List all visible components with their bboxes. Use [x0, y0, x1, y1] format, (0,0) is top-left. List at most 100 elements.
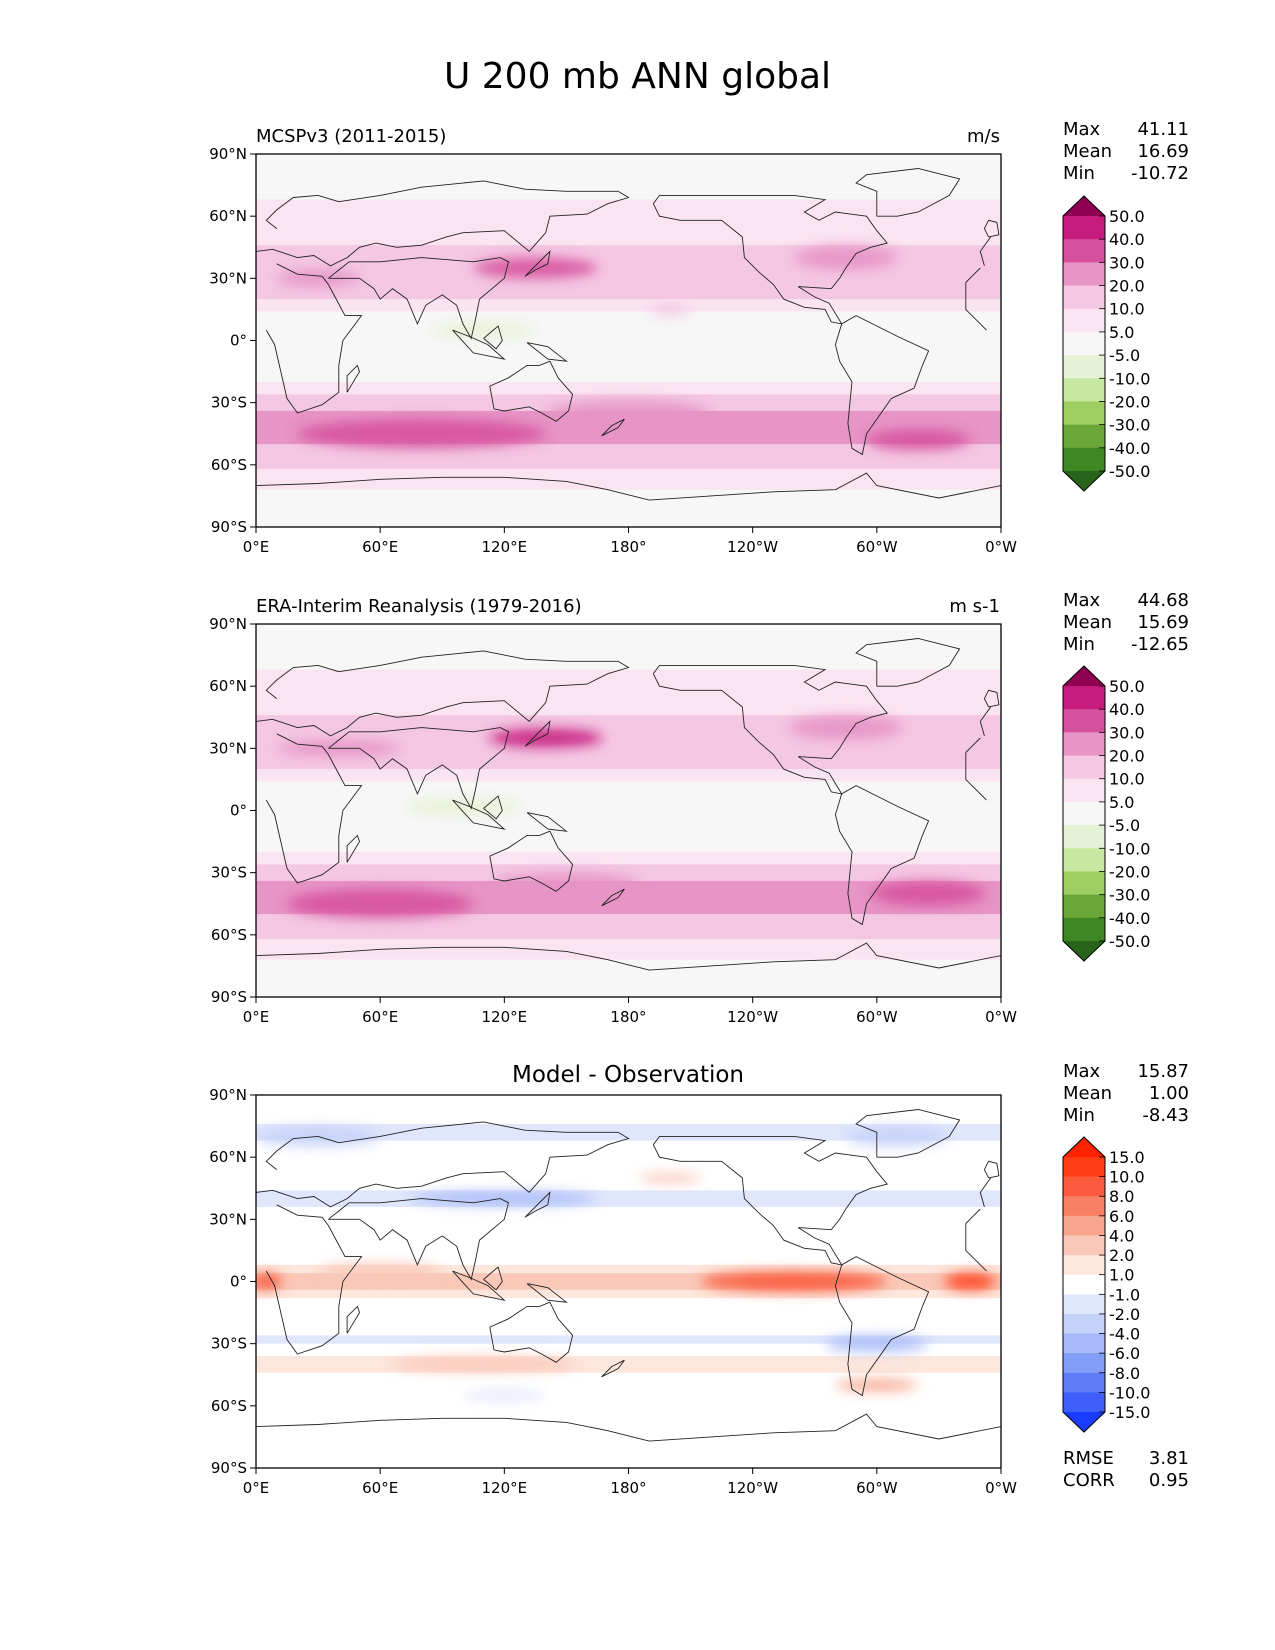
y-tick-label: 90°S	[211, 518, 247, 536]
field-band	[256, 909, 1001, 915]
field-band	[256, 1211, 1001, 1216]
colorbar-tick-label: 5.0	[1109, 793, 1134, 812]
jet-feature	[545, 400, 712, 426]
colorbar-segment	[1063, 755, 1105, 780]
field-band	[256, 340, 1001, 346]
field-band	[256, 1298, 1001, 1303]
colorbar-segment	[1063, 1392, 1105, 1413]
field-band	[256, 1331, 1001, 1336]
field-band	[256, 827, 1001, 832]
panel-title-reference: ERA-Interim Reanalysis (1979-2016)	[256, 596, 582, 617]
coastline	[834, 1256, 930, 1397]
field-band	[256, 1219, 1001, 1224]
jet-feature	[256, 1273, 282, 1290]
colorbar-segment	[1063, 709, 1105, 733]
coastline	[601, 1359, 625, 1378]
field-band	[256, 1099, 1001, 1104]
colorbar-tick-label: -50.0	[1109, 462, 1150, 481]
coastline	[855, 1109, 961, 1158]
coastline	[601, 888, 625, 907]
field-band	[256, 955, 1001, 961]
field-band	[256, 1198, 1001, 1204]
x-tick-label: 0°W	[985, 1008, 1017, 1026]
metrics-difference: RMSE 3.81 CORR 0.95	[1063, 1448, 1189, 1491]
field-band	[256, 336, 1001, 341]
field-band	[256, 224, 1001, 230]
colorbar-segment	[1063, 1215, 1105, 1236]
colorbar-tick-label: 2.0	[1109, 1246, 1134, 1265]
stat-mean-label: Mean	[1063, 1083, 1112, 1104]
stats-reference: Max 44.68 Mean 15.69 Min -12.65	[1063, 590, 1189, 655]
jet-feature	[488, 728, 603, 748]
field-band	[256, 1128, 1001, 1133]
colorbar-segment	[1063, 1372, 1105, 1393]
x-tick-label: 0°W	[985, 538, 1017, 556]
colorbar-segment	[1063, 1157, 1105, 1178]
field-band	[256, 1177, 1001, 1183]
field-band	[256, 723, 1001, 729]
field-band	[256, 901, 1001, 907]
field-band	[256, 918, 1001, 923]
y-tick-label: 0°	[230, 332, 247, 350]
field-band	[256, 502, 1001, 507]
field-band	[256, 1281, 1001, 1287]
field-band	[256, 963, 1001, 969]
field-band	[256, 1351, 1001, 1357]
x-tick-label: 60°E	[362, 1008, 398, 1026]
field-band	[256, 352, 1001, 358]
panel-reference: ERA-Interim Reanalysis (1979-2016) m s-1…	[209, 590, 1189, 1026]
field-band	[256, 245, 1001, 250]
field-band	[256, 814, 1001, 820]
colorbar-segment	[1063, 1333, 1105, 1354]
field-band	[256, 1422, 1001, 1428]
field-band	[256, 694, 1001, 700]
field-band	[256, 1426, 1001, 1432]
x-tick-label: 60°E	[362, 538, 398, 556]
colorbar-test: 50.0 40.0 30.0 20.0 10.0 5.0 -5.0 -10.0 -20.0 -30…	[1062, 195, 1150, 492]
field-band	[256, 934, 1001, 940]
field-band	[256, 435, 1001, 441]
field-band	[256, 793, 1001, 799]
field-band	[256, 893, 1001, 899]
coastline	[452, 1270, 506, 1301]
field-band	[256, 1434, 1001, 1440]
coastline	[983, 219, 1000, 238]
field-band	[256, 191, 1001, 196]
x-tick-label: 180°	[610, 1008, 646, 1026]
coastline	[483, 325, 503, 350]
panel-units-test: m/s	[967, 126, 1000, 147]
colorbar-tick-label: 10.0	[1109, 1168, 1145, 1187]
field-band	[256, 657, 1001, 662]
field-band	[256, 365, 1001, 371]
field-band	[256, 1095, 1001, 1100]
field-band	[256, 992, 1001, 997]
field-band	[256, 1335, 1001, 1341]
field-band	[256, 390, 1001, 395]
colorbar-tick-label: 40.0	[1109, 230, 1145, 249]
y-tick-label: 60°S	[211, 926, 247, 944]
field-band	[256, 1111, 1001, 1117]
field-band	[256, 636, 1001, 642]
field-band	[256, 307, 1001, 312]
field-band	[256, 1277, 1001, 1282]
field-band	[256, 311, 1001, 317]
panel-title-test: MCSPv3 (2011-2015)	[256, 126, 446, 147]
field-band	[256, 1235, 1001, 1241]
jet-feature	[318, 1262, 443, 1280]
colorbar-tick-label: 50.0	[1109, 207, 1145, 226]
field-band	[256, 1161, 1001, 1166]
y-tick-label: 60°S	[211, 456, 247, 474]
colorbar-segment	[1063, 331, 1105, 356]
field-band	[256, 1206, 1001, 1212]
field-band	[256, 930, 1001, 936]
field-band	[256, 506, 1001, 511]
jet-feature	[406, 797, 520, 816]
coastline	[855, 168, 961, 217]
field-band	[256, 477, 1001, 482]
x-tick-label: 120°W	[727, 1008, 778, 1026]
field-band	[256, 1339, 1001, 1345]
field-band	[256, 897, 1001, 903]
field-band	[256, 632, 1001, 637]
field-band	[256, 1322, 1001, 1328]
field-band	[256, 1380, 1001, 1386]
